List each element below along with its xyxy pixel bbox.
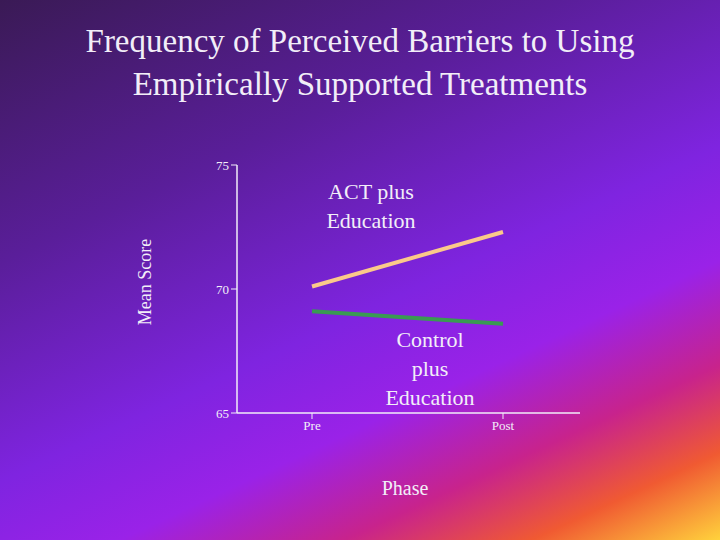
svg-text:Education: Education bbox=[326, 208, 415, 233]
html-text:Mean Score: Mean Score bbox=[134, 238, 155, 326]
svg-text:ACT plus: ACT plus bbox=[328, 179, 414, 204]
svg-text:Post: Post bbox=[492, 418, 515, 433]
svg-text:65: 65 bbox=[216, 406, 229, 421]
html-text:Phase: Phase bbox=[381, 476, 429, 499]
svg-text:Control: Control bbox=[396, 327, 463, 352]
svg-text:Pre: Pre bbox=[303, 418, 321, 433]
svg-text:70: 70 bbox=[216, 282, 229, 297]
svg-text:plus: plus bbox=[412, 356, 449, 381]
svg-text:Education: Education bbox=[385, 385, 474, 410]
html-text:Frequency of Perceived Barrier: Frequency of Perceived Barriers to Using… bbox=[85, 23, 635, 102]
svg-text:75: 75 bbox=[216, 158, 229, 173]
